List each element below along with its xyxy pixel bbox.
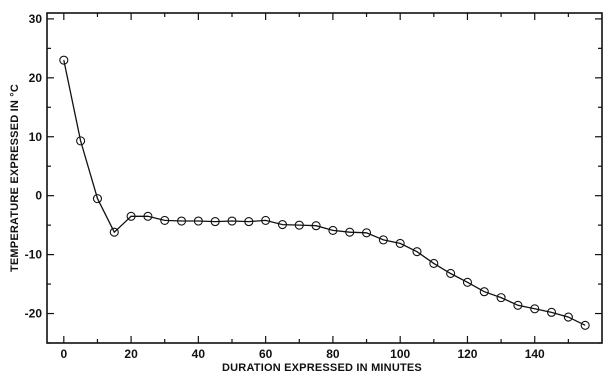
plot-frame	[46, 12, 603, 344]
y-tick-label: -10	[25, 248, 43, 262]
data-point	[530, 304, 540, 314]
y-tick-label: 30	[29, 12, 43, 26]
data-point	[76, 136, 86, 146]
data-point	[361, 228, 372, 238]
data-point	[513, 300, 523, 310]
data-point	[244, 217, 254, 227]
data-point	[143, 211, 153, 221]
x-axis-title: DURATION EXPRESSED IN MINUTES	[222, 362, 422, 374]
data-point	[429, 258, 439, 268]
x-tick-label: 100	[390, 347, 410, 361]
data-point	[160, 215, 170, 225]
x-tick-label: 140	[525, 347, 545, 361]
x-tick-label: 40	[192, 347, 206, 361]
data-point	[328, 225, 338, 235]
data-point	[227, 216, 237, 226]
data-point	[580, 320, 590, 330]
x-tick-label: 80	[326, 347, 340, 361]
x-tick-label: 0	[60, 347, 67, 361]
data-point	[109, 227, 119, 237]
data-point	[563, 312, 573, 322]
data-point	[176, 216, 187, 226]
data-point	[311, 221, 321, 231]
data-point	[378, 235, 388, 245]
data-point	[345, 227, 355, 237]
data-point	[277, 220, 288, 230]
data-point	[546, 307, 557, 317]
data-point	[395, 238, 405, 248]
axis-ticks	[47, 13, 602, 344]
x-tick-label: 120	[457, 347, 477, 361]
data-point	[92, 194, 103, 204]
data-point	[126, 211, 136, 221]
y-tick-label: 0	[35, 189, 42, 203]
data-point	[496, 293, 506, 303]
y-tick-label: 10	[29, 130, 43, 144]
data-point	[412, 247, 422, 257]
data-point	[210, 217, 220, 227]
y-tick-label: 20	[29, 71, 43, 85]
y-axis-title: TEMPERATURE EXPRESSED IN °C	[9, 84, 21, 272]
x-tick-label: 20	[124, 347, 138, 361]
data-point	[59, 55, 69, 65]
data-point	[294, 220, 304, 230]
y-tick-label: -20	[25, 307, 43, 321]
data-point	[479, 287, 489, 297]
data-point	[261, 215, 271, 225]
data-point	[462, 277, 473, 287]
series-line	[63, 59, 586, 326]
data-point	[446, 268, 456, 279]
x-tick-label: 60	[259, 347, 273, 361]
data-point	[193, 216, 203, 226]
data-markers	[59, 55, 590, 330]
